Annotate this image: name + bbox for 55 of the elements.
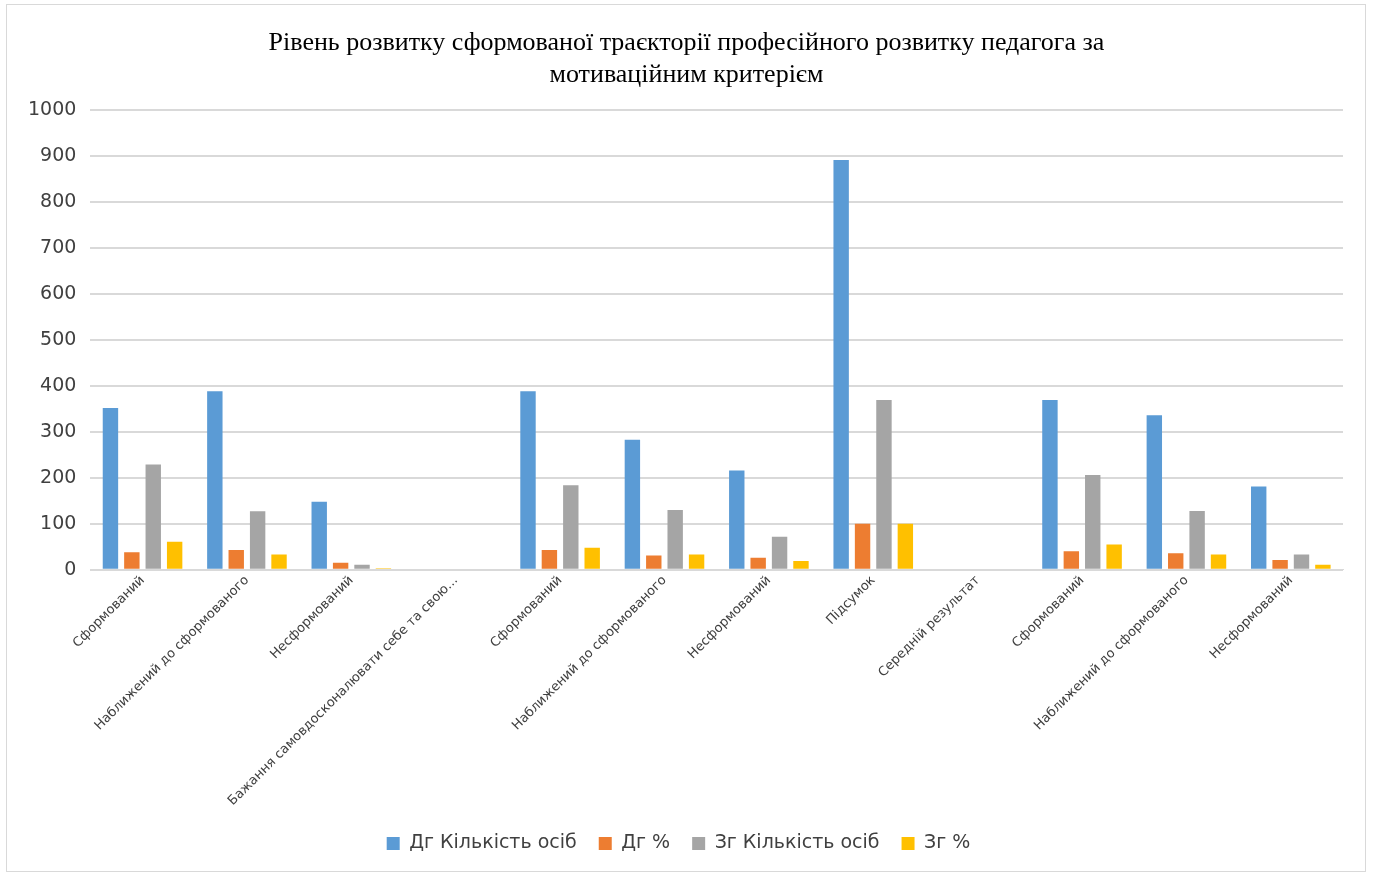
bar xyxy=(354,564,370,569)
bar xyxy=(102,407,119,569)
bar xyxy=(1168,553,1184,569)
bar xyxy=(145,464,161,569)
bar xyxy=(271,554,287,569)
legend-label: Дг Кількість осіб xyxy=(409,830,577,853)
bar xyxy=(793,561,809,569)
y-tick-label: 500 xyxy=(40,326,77,349)
bar xyxy=(332,562,349,569)
bar xyxy=(771,536,788,569)
bar xyxy=(1106,544,1122,569)
bar xyxy=(897,523,914,569)
bar xyxy=(1189,510,1205,569)
legend-label: Дг % xyxy=(621,830,671,853)
y-tick-label: 400 xyxy=(40,372,77,395)
bar xyxy=(876,400,892,569)
chart-title: Рівень розвитку сформованої траєкторії професійного розвитку педагога за мотиваційним критерієм xyxy=(267,26,1106,90)
bar xyxy=(228,549,244,569)
bar xyxy=(1042,400,1058,569)
bar xyxy=(1063,551,1080,569)
y-tick-label: 200 xyxy=(40,464,77,487)
bar xyxy=(854,523,871,569)
bar xyxy=(1085,475,1101,569)
bar xyxy=(729,470,745,569)
bar xyxy=(166,541,183,569)
bar xyxy=(584,547,600,569)
bar xyxy=(563,485,579,569)
bar xyxy=(1146,415,1163,569)
y-tick-label: 1000 xyxy=(27,96,77,119)
bar xyxy=(207,391,223,569)
bar xyxy=(520,391,536,569)
legend-label: Зг Кількість осіб xyxy=(714,830,880,853)
bar xyxy=(1210,554,1227,569)
bar xyxy=(249,511,266,569)
bar xyxy=(311,501,327,569)
y-tick-label: 100 xyxy=(40,510,77,533)
bar xyxy=(646,555,662,569)
y-tick-label: 800 xyxy=(40,188,77,211)
bar xyxy=(1272,560,1288,569)
legend-label: Зг % xyxy=(924,830,971,853)
y-tick-label: 900 xyxy=(40,142,77,165)
bar xyxy=(750,557,766,569)
bar xyxy=(124,552,140,569)
y-tick-label: 300 xyxy=(40,418,77,441)
y-tick-label: 600 xyxy=(40,280,77,303)
bar xyxy=(688,554,705,569)
y-tick-label: 0 xyxy=(64,556,77,579)
bar xyxy=(1315,564,1331,569)
bar xyxy=(833,160,849,569)
bar xyxy=(624,439,641,569)
bar xyxy=(667,509,683,569)
y-tick-label: 700 xyxy=(40,234,77,257)
bar xyxy=(1251,486,1267,569)
bar xyxy=(541,549,558,569)
bar xyxy=(1293,554,1310,569)
